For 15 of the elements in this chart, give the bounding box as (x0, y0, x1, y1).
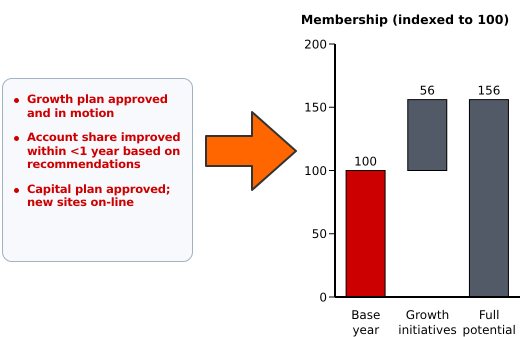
data-label: 56 (420, 84, 435, 98)
text: Account share improved within <1 year based on recommendations (27, 130, 182, 172)
x-tick-label: Full potential (462, 308, 516, 337)
chart-title: Membership (indexed to 100) (300, 12, 510, 27)
y-tick-label: 0 (319, 290, 327, 304)
y-tick-label: 100 (304, 164, 327, 178)
text: Growth plan approved and in motion (27, 92, 169, 120)
y-tick-label: 150 (304, 100, 327, 115)
text: Capital plan approved; new sites on-line (27, 182, 172, 210)
data-label: 100 (354, 154, 378, 168)
y-tick-label: 50 (312, 227, 327, 242)
x-tick-label: Base year (351, 308, 380, 337)
data-label: 156 (477, 84, 500, 98)
x-tick-label: Growth initiatives (398, 308, 457, 337)
y-tick-label: 200 (304, 37, 327, 52)
